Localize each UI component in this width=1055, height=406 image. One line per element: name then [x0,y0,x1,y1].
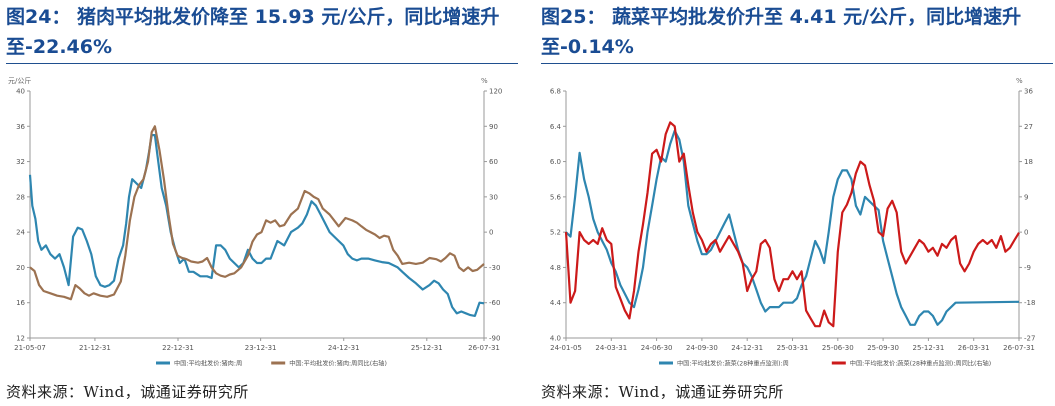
left-tick-label: 6.0 [550,158,561,166]
right-tick-label: 0 [1024,229,1028,237]
chart-panel-vegetables: 图25： 蔬菜平均批发价升至 4.41 元/公斤，同比增速升至-0.14% % 4… [541,0,1055,406]
series-line-2 [29,125,485,301]
x-tick-label: 26-07-31 [468,344,500,352]
series-line-1 [28,134,485,317]
left-tick-label: 36 [16,123,25,131]
x-tick-label: 21-05-07 [14,344,46,352]
x-tick-label: 24-12-31 [328,344,360,352]
x-tick-label: 24-03-31 [595,344,627,352]
left-tick-label: 6.4 [550,123,562,131]
left-tick-label: 28 [16,193,25,201]
right-tick-label: -30 [489,264,500,272]
left-tick-label: 4.4 [550,299,562,307]
source-note: 资料来源：Wind，诚通证券研究所 [6,383,249,401]
left-tick-label: 6.8 [550,88,561,96]
x-tick-label: 24-09-30 [686,344,718,352]
right-tick-label: 36 [1024,88,1033,96]
x-tick-label: 24-01-05 [550,344,582,352]
left-tick-label: 5.6 [550,193,562,201]
series-line-2 [564,121,1020,328]
x-tick-label: 25-06-30 [822,344,854,352]
pork-price-chart: 元/公斤 % 12 16 20 24 28 32 36 40 -90 -60 -30 0 30 60 90 120… [8,76,502,367]
right-axis-unit: % [481,77,488,85]
legend-label: 中国:平均批发价:猪肉:周 [174,360,242,367]
legend-label: 中国:平均批发价:蔬菜(28种重点监测):周 [677,360,789,367]
x-tick-label: 24-06-30 [641,344,673,352]
right-axis-unit: % [1016,77,1023,85]
right-tick-label: 120 [489,88,502,96]
right-tick-label: 18 [1024,158,1033,166]
right-tick-label: -27 [1024,335,1035,343]
left-tick-label: 4.8 [550,264,561,272]
chart-title: 图25： 蔬菜平均批发价升至 4.41 元/公斤，同比增速升至-0.14% [541,6,1022,58]
left-tick-label: 5.2 [550,229,561,237]
right-tick-label: 60 [489,158,498,166]
right-tick-label: -9 [1024,264,1031,272]
x-tick-label: 26-07-31 [1003,344,1035,352]
x-tick-label: 22-12-31 [162,344,194,352]
left-tick-label: 40 [16,88,25,96]
x-tick-label: 25-03-31 [777,344,809,352]
x-tick-label: 23-12-31 [245,344,277,352]
source-note: 资料来源：Wind，诚通证券研究所 [541,383,784,401]
right-tick-label: -60 [489,299,500,307]
legend-label: 中国:平均批发价:蔬菜(28种重点监测):周同比(右轴) [850,360,991,367]
left-axis-unit: 元/公斤 [8,76,31,85]
right-tick-label: 27 [1024,123,1033,131]
vegetable-price-chart: % 4.0 4.4 4.8 5.2 5.6 6.0 6.4 6.8 -27 -18 -9 0 9 18 27 3… [550,77,1036,367]
left-tick-label: 16 [16,299,25,307]
x-tick-label: 25-12-31 [411,344,443,352]
x-tick-label: 25-12-31 [913,344,945,352]
left-tick-label: 20 [16,264,25,272]
x-tick-label: 24-12-31 [731,344,763,352]
chart-panel-pork: 图24： 猪肉平均批发价降至 15.93 元/公斤，同比增速升至-22.46% … [6,0,521,406]
left-tick-label: 24 [16,229,25,237]
x-tick-label: 21-12-31 [79,344,111,352]
x-tick-label: 25-09-30 [867,344,899,352]
left-tick-label: 4.0 [550,335,561,343]
left-tick-label: 32 [16,158,25,166]
left-tick-label: 12 [16,335,25,343]
divider [6,63,518,64]
right-tick-label: 90 [489,123,498,131]
right-tick-label: -18 [1024,299,1035,307]
right-tick-label: -90 [489,335,500,343]
right-tick-label: 9 [1024,193,1028,201]
right-tick-label: 30 [489,193,498,201]
legend-label: 中国:平均批发价:猪肉:周同比(右轴) [289,360,387,367]
divider [541,63,1053,64]
x-tick-label: 26-03-31 [958,344,990,352]
right-tick-label: 0 [489,229,493,237]
chart-title: 图24： 猪肉平均批发价降至 15.93 元/公斤，同比增速升至-22.46% [6,6,500,58]
